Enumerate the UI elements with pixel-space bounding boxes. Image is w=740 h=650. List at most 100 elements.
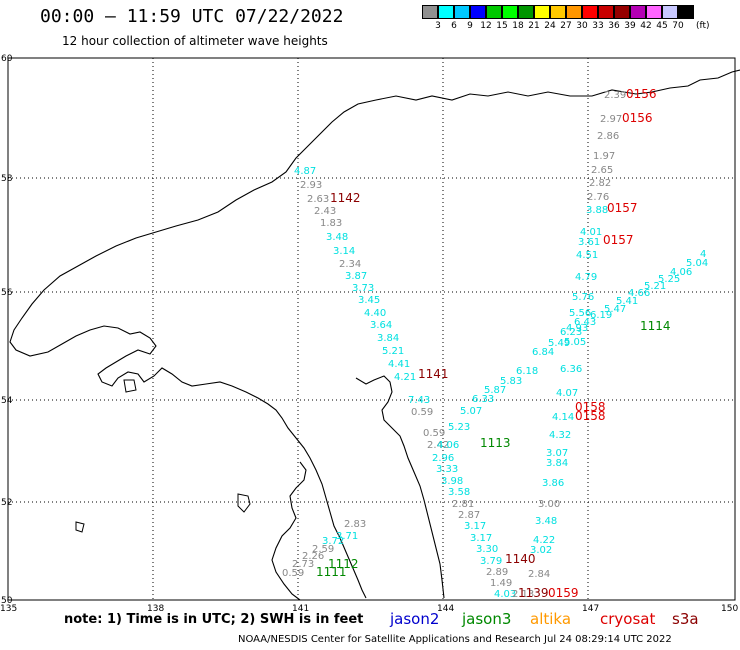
wave-height-value: 4 xyxy=(700,249,706,260)
scale-label: 70 xyxy=(672,21,684,31)
wave-height-value: 5.87 xyxy=(484,385,506,396)
pass-time-label: 0157 xyxy=(607,201,638,215)
wave-height-value: 1.83 xyxy=(320,218,342,229)
pass-time-label: 0158 xyxy=(575,400,606,414)
scale-label: 24 xyxy=(544,21,556,31)
wave-height-value: 6.84 xyxy=(532,347,554,358)
wave-height-value: 7.43 xyxy=(408,395,430,406)
lat-tick-label: 58 xyxy=(1,174,13,184)
legend-jason2: jason2 xyxy=(390,610,440,628)
wave-height-value: 6.18 xyxy=(516,366,538,377)
scale-swatch xyxy=(566,5,582,19)
pass-time-label: 0158 xyxy=(575,409,606,423)
wave-height-value: 3.79 xyxy=(480,556,502,567)
scale-swatch xyxy=(614,5,630,19)
wave-height-value: 2.83 xyxy=(344,519,366,530)
legend-altika: altika xyxy=(530,610,572,628)
scale-label: 30 xyxy=(576,21,588,31)
wave-height-value: 6.19 xyxy=(590,310,612,321)
scale-swatch xyxy=(678,5,694,19)
wave-height-value: 2.34 xyxy=(339,259,361,270)
page-title: 00:00 – 11:59 UTC 07/22/2022 xyxy=(40,6,344,27)
axis-ticks: 135 138 141 144 147 150 60 58 56 54 52 50 xyxy=(0,54,738,614)
wave-height-value: 3.45 xyxy=(358,295,380,306)
wave-height-value: 3.61 xyxy=(578,237,600,248)
island-1 xyxy=(237,493,251,513)
wave-height-value: 2.76 xyxy=(587,192,609,203)
wave-height-value: 2.65 xyxy=(591,165,613,176)
page-subtitle: 12 hour collection of altimeter wave hei… xyxy=(62,34,328,48)
legend-jason3: jason3 xyxy=(462,610,512,628)
wave-height-value: 3.87 xyxy=(345,271,367,282)
wave-height-value: 2.63 xyxy=(307,194,329,205)
wave-height-value: 3.48 xyxy=(535,516,557,527)
wave-height-value: 6.36 xyxy=(560,364,582,375)
scale-label: 36 xyxy=(608,21,620,31)
wave-height-value: 4.79 xyxy=(575,272,597,283)
wave-height-value: 5.21 xyxy=(644,281,666,292)
lat-tick-label: 50 xyxy=(1,596,13,606)
wave-height-value: 4.01 xyxy=(580,227,602,238)
coastline-kamchatka xyxy=(355,375,445,599)
scale-swatch xyxy=(454,5,470,19)
pass-time-label: 1111 xyxy=(316,565,347,579)
wave-height-value: 4.22 xyxy=(533,535,555,546)
pass-time-label: 1113 xyxy=(480,436,511,450)
wave-height-value: 6.23 xyxy=(560,327,582,338)
wave-height-value: 2.43 xyxy=(314,206,336,217)
pass-time-label: 1142 xyxy=(330,191,361,205)
wave-height-value: 2.86 xyxy=(597,131,619,142)
scale-label: 9 xyxy=(467,21,473,31)
island-3 xyxy=(123,379,137,393)
wave-height-value: 3.58 xyxy=(448,487,470,498)
pass-time-label: 1139 xyxy=(518,586,549,600)
wave-height-value: 3.64 xyxy=(370,320,392,331)
wave-height-value: 2.96 xyxy=(432,453,454,464)
wave-height-value: 5.23 xyxy=(448,422,470,433)
pass-time-label: 1140 xyxy=(505,552,536,566)
wave-height-value: 4.51 xyxy=(576,250,598,261)
wave-height-value: 3.72 xyxy=(322,536,344,547)
wave-height-value: 0.59 xyxy=(423,428,445,439)
wave-height-value: 3.02 xyxy=(530,545,552,556)
wave-height-value: 2.59 xyxy=(312,544,334,555)
wave-height-value: 2.89 xyxy=(486,567,508,578)
wave-height-value: 4.03 xyxy=(494,589,516,600)
scale-swatch xyxy=(502,5,518,19)
wave-height-value: 2.13 xyxy=(512,589,534,600)
wave-height-value: 5.76 xyxy=(572,292,594,303)
wave-height-value: 3.86 xyxy=(542,478,564,489)
scale-swatch xyxy=(534,5,550,19)
island-2 xyxy=(75,521,85,533)
wave-height-value: 0.59 xyxy=(282,568,304,579)
footnote: note: 1) Time is in UTC; 2) SWH is in fe… xyxy=(64,612,364,627)
coastline-bay xyxy=(271,461,307,601)
wave-height-value: 4.40 xyxy=(364,308,386,319)
lon-tick-label: 144 xyxy=(437,604,454,614)
scale-label: 27 xyxy=(560,21,572,31)
wave-height-value: 5.21 xyxy=(382,346,404,357)
wave-height-value: 3.30 xyxy=(476,544,498,555)
lon-tick-label: 138 xyxy=(147,604,164,614)
scale-label: 39 xyxy=(624,21,636,31)
scale-label: 3 xyxy=(435,21,441,31)
wave-height-value: 2.81 xyxy=(452,499,474,510)
wave-height-value: 5.05 xyxy=(564,337,586,348)
scale-label: 15 xyxy=(496,21,508,31)
scale-swatch xyxy=(470,5,486,19)
scale-label: 33 xyxy=(592,21,604,31)
scale-swatch xyxy=(422,5,438,19)
wave-height-value: 6.43 xyxy=(574,317,596,328)
lat-tick-label: 52 xyxy=(1,498,12,508)
wave-height-value: 3.84 xyxy=(546,458,568,469)
scale-swatch xyxy=(518,5,534,19)
pass-time-label: 1141 xyxy=(418,367,449,381)
legend-s3a: s3a xyxy=(672,610,699,628)
wave-height-value: 2.26 xyxy=(302,551,324,562)
pass-time-label: 0156 xyxy=(626,87,657,101)
pass-time-label: 0156 xyxy=(622,111,653,125)
pass-time-label: 1114 xyxy=(640,319,671,333)
wave-height-value: 2.93 xyxy=(300,180,322,191)
scale-label: 12 xyxy=(480,21,492,31)
scale-label: 6 xyxy=(451,21,457,31)
